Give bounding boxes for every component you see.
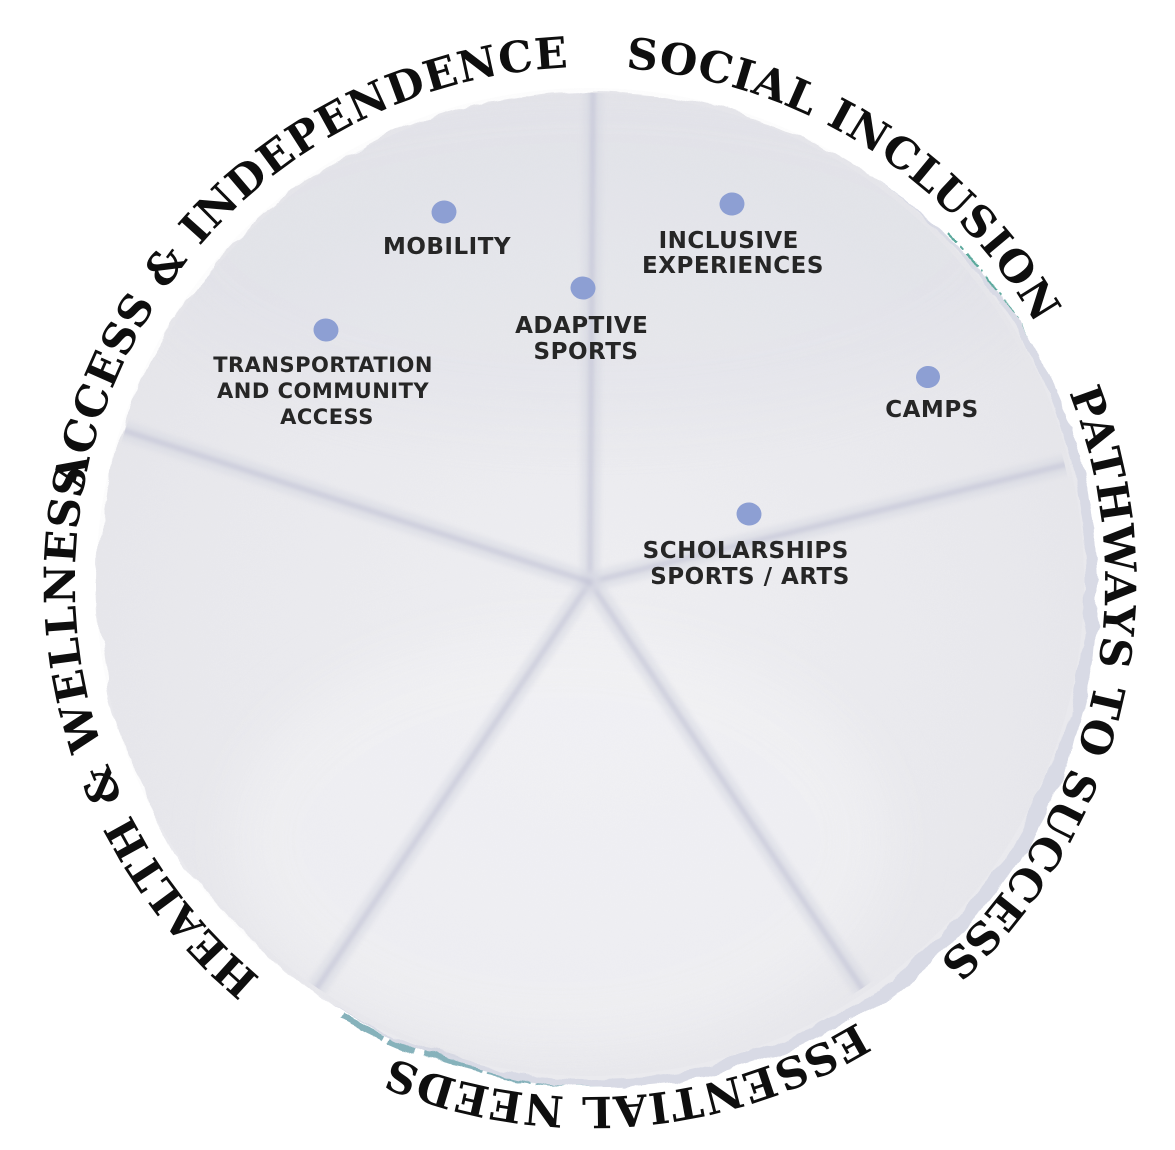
label-line: ADAPTIVE (515, 313, 648, 339)
label-line: SPORTS / ARTS (650, 564, 850, 590)
label-line: CAMPS (885, 397, 979, 423)
label-line: AND COMMUNITY (217, 379, 429, 403)
camps-label: CAMPS (885, 397, 979, 423)
paper-grain (96, 88, 1084, 1076)
inclusive-experiences-label: INCLUSIVE EXPERIENCES (642, 228, 824, 279)
label-line: INCLUSIVE (659, 228, 799, 254)
inclusive-experiences-dot (719, 192, 745, 216)
teal-edge-arc-top-right (942, 228, 1076, 462)
label-line: TRANSPORTATION (213, 353, 433, 377)
transportation-dot (313, 318, 339, 342)
label-line: SPORTS (534, 339, 639, 365)
transportation-label: TRANSPORTATION AND COMMUNITY ACCESS (213, 353, 441, 429)
label-line: ACCESS (280, 405, 374, 429)
adaptive-sports-dot (570, 276, 596, 300)
scholarships-dot (736, 502, 762, 526)
camps-dot (916, 365, 940, 389)
mobility-dot (431, 200, 457, 224)
item-dots (313, 192, 940, 526)
scholarships-label: SCHOLARSHIPS SPORTS / ARTS (643, 538, 858, 590)
label-line: SCHOLARSHIPS (643, 538, 849, 564)
label-line: MOBILITY (383, 234, 511, 260)
mobility-label: MOBILITY (383, 234, 511, 260)
label-line: EXPERIENCES (642, 253, 824, 279)
adaptive-sports-label: ADAPTIVE SPORTS (515, 313, 657, 365)
item-labels: MOBILITY ADAPTIVE SPORTS INCLUSIVE EXPER… (213, 228, 979, 590)
